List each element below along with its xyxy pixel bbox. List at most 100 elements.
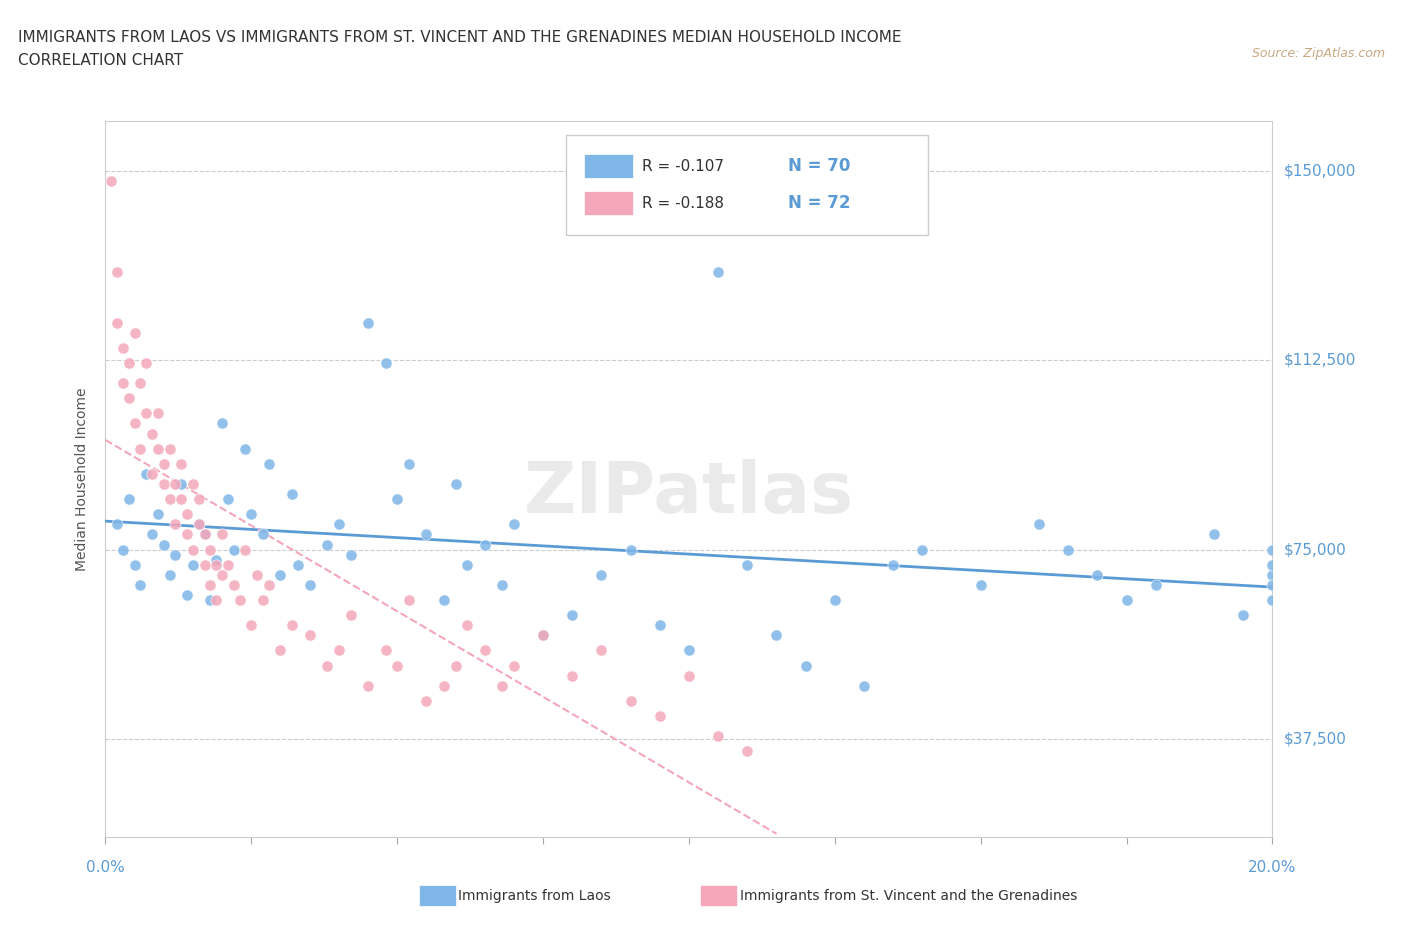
Point [707,265,730,280]
Point [170,476,193,491]
Point [146,441,169,456]
Text: CORRELATION CHART: CORRELATION CHART [18,53,183,68]
Point [105,315,128,330]
Point [124,326,146,340]
Point [211,567,233,582]
Point [246,567,269,582]
Point [129,441,152,456]
Point [619,542,641,557]
Point [561,607,583,622]
Point [824,592,846,607]
Point [211,416,233,431]
Point [146,406,169,421]
Point [491,578,513,592]
Text: 0.0%: 0.0% [86,860,125,875]
Point [240,507,263,522]
Point [118,391,141,405]
Point [444,476,467,491]
FancyBboxPatch shape [583,191,633,216]
Point [141,426,163,441]
Point [1202,527,1225,542]
Point [141,467,163,482]
Point [648,618,671,632]
Point [152,457,174,472]
Point [228,592,250,607]
Point [152,476,174,491]
Point [269,643,292,658]
Point [165,476,187,491]
Point [124,416,146,431]
Point [252,527,274,542]
Point [194,527,217,542]
Point [118,355,141,370]
Point [969,578,991,592]
Point [531,628,554,643]
Point [433,678,456,693]
Point [374,643,396,658]
Point [257,457,280,472]
Point [222,542,245,557]
Point [111,376,134,391]
Point [135,467,157,482]
Point [287,557,309,572]
Point [911,542,934,557]
Point [316,658,339,673]
Text: $75,000: $75,000 [1284,542,1347,557]
Point [374,355,396,370]
Point [648,709,671,724]
Point [1261,578,1284,592]
Point [235,441,257,456]
Point [1057,542,1080,557]
Point [252,592,274,607]
Point [328,517,350,532]
Point [200,592,222,607]
Point [105,265,128,280]
Point [678,668,700,683]
Point [1261,557,1284,572]
Point [141,527,163,542]
Point [1085,567,1108,582]
Point [100,174,122,189]
Point [129,578,152,592]
Point [502,658,524,673]
Point [205,592,228,607]
Point [181,542,204,557]
Text: N = 70: N = 70 [789,157,851,175]
Point [474,643,496,658]
Point [474,537,496,551]
Point [398,457,420,472]
Point [159,567,181,582]
Point [1261,567,1284,582]
Point [217,492,239,507]
Point [1028,517,1050,532]
Point [135,355,157,370]
Point [502,517,524,532]
Point [1144,578,1167,592]
Point [531,628,554,643]
Point [159,441,181,456]
Point [328,643,350,658]
Point [222,578,245,592]
Point [1261,592,1284,607]
Point [111,542,134,557]
Point [737,557,759,572]
Point [591,643,613,658]
Point [129,376,152,391]
Text: $150,000: $150,000 [1284,164,1355,179]
Point [159,492,181,507]
Point [385,658,408,673]
Point [456,557,478,572]
Point [433,592,456,607]
Point [187,517,209,532]
Point [181,557,204,572]
Point [176,527,198,542]
Point [152,537,174,551]
Point [181,476,204,491]
Point [240,618,263,632]
Y-axis label: Median Household Income: Median Household Income [76,387,90,571]
Point [678,643,700,658]
Point [737,744,759,759]
Point [200,578,222,592]
Text: $37,500: $37,500 [1284,731,1347,746]
Point [187,517,209,532]
